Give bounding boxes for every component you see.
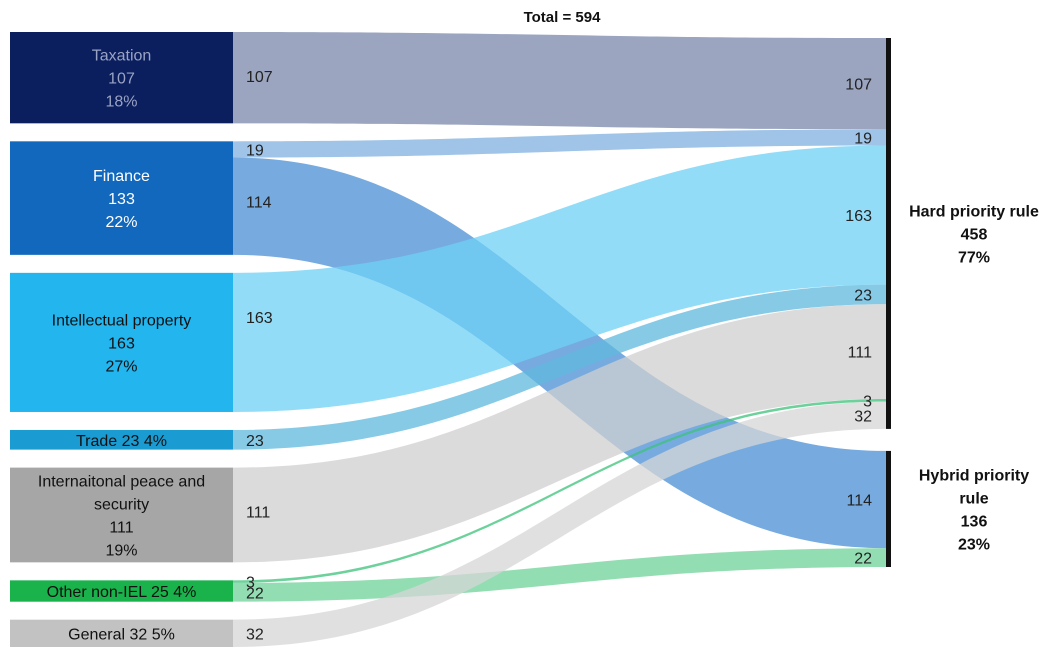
source-label-line: 107 [108,71,135,88]
source-node-finance: Finance 133 22% [10,141,233,255]
source-node-taxation: Taxation 107 18% [10,32,233,124]
target-labels: Hard priority rule 458 77% Hybrid priority r… [909,203,1039,553]
source-node-other-non-iel-25-4: Other non-IEL 25 4% [10,580,233,602]
chart-title: Total = 594 [524,9,601,26]
source-label-line: 18% [105,94,137,111]
flow-other-non-iel-25-4-to-target-2 [233,548,886,602]
source-node-box [10,580,233,602]
source-nodes: Taxation 107 18% Finance 133 22% Intellectual … [10,32,233,647]
source-label-line: 22% [105,214,137,231]
target-label-line: 136 [961,513,988,530]
source-node-box [10,32,233,124]
source-label-line: Intellectual property [52,312,192,329]
flow-label-left: 107 [246,69,273,86]
flow-label-left: 163 [246,310,273,327]
source-label-line: Finance [93,168,150,185]
flow-label-right: 19 [854,130,872,147]
source-label-line: 133 [108,191,135,208]
flow-label-left: 3 [246,575,255,592]
target-label-line: Hybrid priority [919,467,1029,484]
target-label-line: 458 [961,226,988,243]
source-node-intellectual-property: Intellectual property 163 27% [10,272,233,412]
flow-label-left: 111 [246,505,270,522]
flow-label-right: 3 [863,393,872,410]
flow-label-right: 114 [846,493,872,510]
target-bar-2 [886,450,891,567]
source-label-line: Trade 23 4% [76,433,167,450]
flow-label-left: 23 [246,433,264,450]
target-label-1: Hard priority rule 458 77% [909,203,1039,266]
source-label-line: 111 [109,519,133,536]
flow-intellectual-property-to-target-1 [233,145,886,412]
flow-label-right: 107 [845,77,872,94]
flow-trade-23-4-to-target-1 [233,284,886,450]
target-bars [886,38,891,567]
flow-label-right: 32 [854,408,872,425]
source-label-line: security [94,496,149,513]
source-label-line: 27% [105,358,137,375]
flow-general-32-5-to-target-1 [233,401,886,647]
flow-label-right: 22 [854,551,872,568]
source-node-box [10,272,233,412]
flow-label-left: 19 [246,142,264,159]
target-bar-1 [886,38,891,429]
source-label-line: 19% [105,542,137,559]
target-label-line: rule [959,490,988,507]
source-label-line: Taxation [92,48,152,65]
source-node-box [10,467,233,563]
source-node-general-32-5: General 32 5% [10,619,233,647]
source-label-line: 163 [108,335,135,352]
target-label-line: Hard priority rule [909,203,1039,220]
flow-label-left: 114 [246,195,272,212]
flow-label-right: 111 [848,345,872,362]
flow-label-right: 163 [845,208,872,225]
source-label-line: Internaitonal peace and [38,473,205,490]
target-label-2: Hybrid priority rule 136 23% [919,467,1029,553]
source-node-internaitonal-peace-and: Internaitonal peace and security 111 19% [10,467,233,563]
flow-label-left: 22 [246,585,264,602]
source-node-box [10,429,233,450]
source-label-line: Other non-IEL 25 4% [47,584,197,601]
flow-label-left: 32 [246,626,264,643]
target-label-line: 23% [958,536,990,553]
source-label-line: General 32 5% [68,626,175,643]
flow-labels: 107 1071919114114163163232311111133222232… [246,69,872,643]
flow-finance-to-target-1 [233,129,886,158]
source-node-trade-23-4: Trade 23 4% [10,429,233,450]
source-node-box [10,619,233,647]
flows-layer [233,32,886,647]
target-label-line: 77% [958,249,990,266]
source-node-box [10,141,233,255]
flow-internaitonal-peace-and-to-target-1 [233,304,886,563]
flow-label-right: 23 [854,287,872,304]
flow-other-non-iel-25-4-to-target-1 [233,399,886,583]
flow-taxation-to-target-1 [233,32,886,130]
